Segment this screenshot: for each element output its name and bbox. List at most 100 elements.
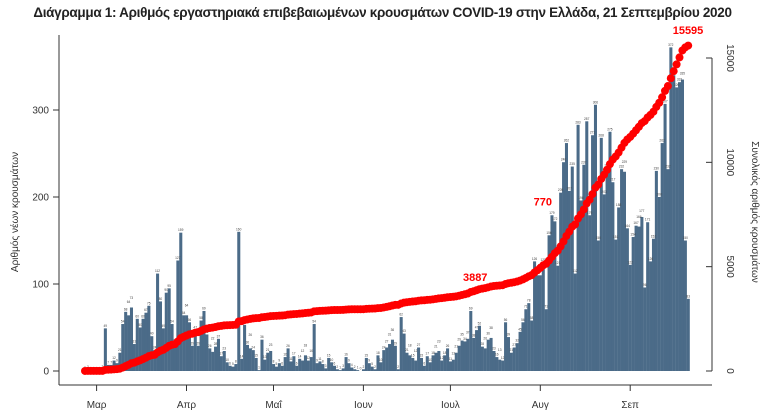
- bar: [364, 357, 368, 371]
- bar-value-label: 217: [610, 178, 616, 182]
- bar: [625, 228, 629, 371]
- bar-value-label: 151: [613, 235, 619, 239]
- bar-value-label: 40: [150, 332, 154, 336]
- bar: [103, 328, 107, 371]
- bar: [190, 345, 194, 371]
- bar: [654, 170, 658, 371]
- bar-value-label: 8: [273, 360, 275, 364]
- bar-value-label: 13: [498, 348, 502, 352]
- bar: [222, 350, 226, 371]
- bar-value-label: 271: [590, 131, 596, 135]
- bar-value-label: 62: [399, 313, 403, 317]
- bar-value-label: 6: [423, 361, 425, 365]
- bar-value-label: 122: [628, 260, 634, 264]
- bar: [480, 346, 484, 371]
- bar-value-label: 7: [110, 360, 112, 364]
- bar: [544, 309, 548, 371]
- bar-value-label: 12: [440, 356, 444, 360]
- bar-value-label: 11: [318, 357, 322, 361]
- bar-value-label: 171: [645, 218, 651, 222]
- bar-value-label: 2: [87, 365, 89, 369]
- bar: [301, 360, 305, 371]
- bar: [527, 303, 531, 371]
- bar-value-label: 54: [170, 320, 174, 324]
- bar: [405, 352, 409, 371]
- bar-value-label: 229: [622, 160, 628, 164]
- bar: [437, 350, 441, 371]
- bar: [637, 226, 641, 371]
- bar-value-label: 15: [420, 353, 424, 357]
- bar: [521, 322, 525, 371]
- bar-value-label: 152: [651, 234, 657, 238]
- bar-value-label: 160: [236, 227, 242, 231]
- bar: [251, 350, 255, 371]
- bar: [591, 135, 595, 371]
- bar: [472, 337, 476, 371]
- bar-value-label: 24: [251, 346, 255, 350]
- cumulative-point: [666, 74, 675, 83]
- bar-value-label: 32: [515, 339, 519, 343]
- bar: [260, 339, 264, 371]
- bar: [303, 355, 307, 371]
- bar-value-label: 15: [254, 353, 258, 357]
- bar-value-label: 237: [581, 160, 587, 164]
- bar: [573, 273, 577, 371]
- bar: [634, 225, 638, 371]
- bar: [208, 348, 212, 371]
- bar-value-label: 17: [220, 352, 224, 356]
- bar-value-label: 12: [112, 356, 116, 360]
- x-tick-label: Μαρ: [87, 400, 107, 411]
- right-tick-label: 15000: [724, 44, 735, 72]
- bar: [274, 366, 278, 371]
- bar: [144, 312, 148, 371]
- bar-value-label: 21: [405, 348, 409, 352]
- bar-value-label: 80: [159, 297, 163, 301]
- bar: [318, 361, 322, 371]
- right-tick-label: 10000: [724, 148, 735, 176]
- bar: [417, 347, 421, 371]
- bar-value-label: 64: [185, 304, 189, 308]
- bar-value-label: 112: [573, 269, 578, 273]
- bar-value-label: 8: [322, 360, 324, 364]
- bar-value-label: 90: [164, 288, 168, 292]
- bar-value-label: 50: [138, 323, 142, 327]
- bar: [651, 238, 655, 371]
- bar-value-label: 23: [437, 339, 441, 343]
- bar: [272, 364, 276, 371]
- bar-value-label: 10: [428, 358, 432, 362]
- bar: [466, 338, 470, 371]
- bar-value-label: 121: [555, 261, 561, 265]
- bar-value-label: 287: [584, 117, 590, 121]
- bar-value-label: 18: [408, 344, 412, 348]
- bar-value-label: 166: [636, 215, 642, 219]
- bar-value-label: 13: [452, 352, 456, 356]
- cumulative-point: [588, 190, 597, 199]
- bar-value-label: 30: [246, 340, 250, 344]
- bar-value-label: 262: [564, 139, 570, 143]
- bar-value-label: 150: [596, 236, 602, 240]
- bar-value-label: 67: [144, 308, 148, 312]
- bar-value-label: 5: [276, 362, 278, 366]
- bar: [257, 370, 261, 371]
- bar-value-label: 27: [385, 339, 389, 343]
- bar-value-label: 16: [344, 353, 348, 357]
- bar: [388, 344, 392, 371]
- bar: [443, 355, 447, 371]
- bar: [518, 331, 522, 371]
- bar-value-label: 3: [325, 364, 327, 368]
- bar-value-label: 6: [334, 361, 336, 365]
- bar-value-label: 12: [414, 349, 418, 353]
- bar: [535, 275, 539, 371]
- bar: [611, 182, 615, 371]
- bar: [506, 337, 510, 371]
- bar-value-label: 2: [354, 365, 356, 369]
- bar: [292, 356, 296, 371]
- bar-value-label: 11: [289, 357, 293, 361]
- bar: [498, 359, 502, 371]
- bar-value-label: 95: [167, 284, 171, 288]
- bar: [686, 298, 690, 371]
- bar: [187, 322, 191, 371]
- right-tick-label: 5000: [724, 256, 735, 279]
- bar: [440, 360, 444, 371]
- bar: [582, 164, 586, 371]
